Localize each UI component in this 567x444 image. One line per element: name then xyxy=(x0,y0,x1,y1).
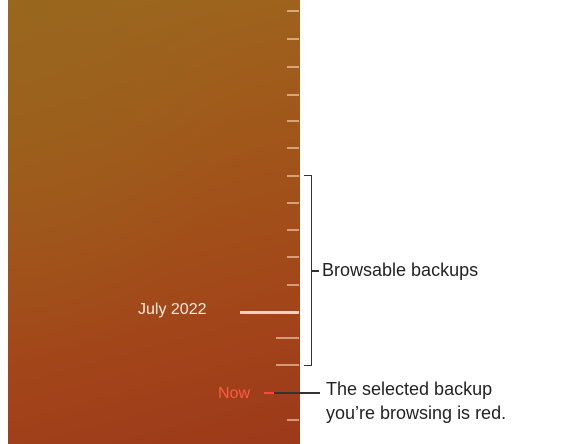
selected-callout-line-1: The selected backup xyxy=(326,379,493,399)
timeline-tick[interactable] xyxy=(287,10,299,12)
desktop-wallpaper xyxy=(8,0,300,444)
timeline-tick[interactable] xyxy=(287,120,299,122)
selected-callout-line-2: you’re browsing is red. xyxy=(326,403,507,423)
timeline-tick-july-2022[interactable] xyxy=(240,311,299,314)
timeline-tick[interactable] xyxy=(287,202,299,204)
timeline-tick[interactable] xyxy=(287,175,299,177)
browsable-backups-callout: Browsable backups xyxy=(322,260,479,280)
timeline-tick[interactable] xyxy=(276,364,299,366)
timeline-tick[interactable] xyxy=(287,147,299,149)
selected-backup-callout: The selected backup you’re browsing is r… xyxy=(326,377,506,425)
timeline-tick[interactable] xyxy=(287,38,299,40)
browsable-bracket-arm xyxy=(312,270,319,272)
timeline-tick[interactable] xyxy=(287,94,299,96)
timeline-tick[interactable] xyxy=(287,256,299,258)
date-label: July 2022 xyxy=(138,301,207,318)
timeline-tick[interactable] xyxy=(287,229,299,231)
timeline-tick[interactable] xyxy=(287,284,299,286)
selected-backup-leader-line xyxy=(274,392,320,394)
backup-timeline[interactable] xyxy=(0,0,300,444)
browsable-bracket xyxy=(304,175,312,366)
now-label: Now xyxy=(218,385,251,402)
timeline-tick[interactable] xyxy=(287,419,299,421)
timeline-tick[interactable] xyxy=(276,337,299,339)
timeline-tick[interactable] xyxy=(287,66,299,68)
